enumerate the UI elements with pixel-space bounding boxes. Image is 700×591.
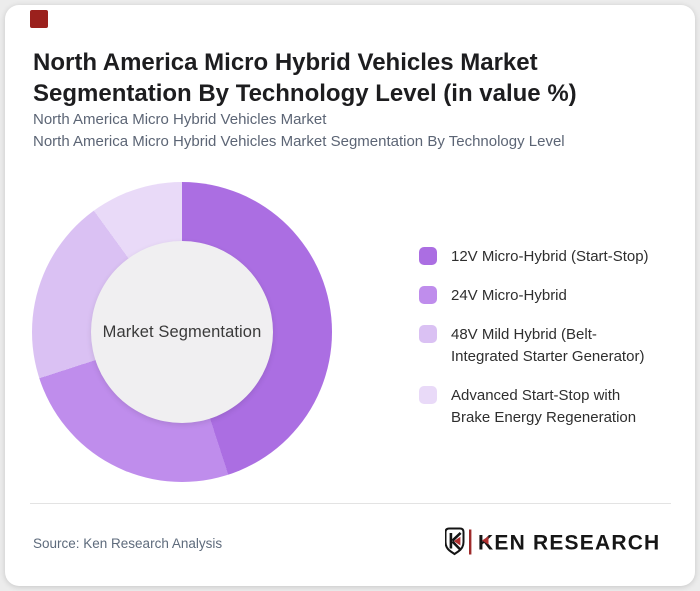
legend-label-advanced-start-stop: Advanced Start-Stop with Brake Energy Re…: [451, 387, 637, 426]
donut-center-label: Market Segmentation: [102, 322, 262, 341]
logo-wordmark-red-triangle: [482, 536, 489, 545]
legend-item-48v: 48V Mild Hybrid (Belt- Integrated Starte…: [419, 324, 649, 368]
subtitle-line-1: North America Micro Hybrid Vehicles Mark…: [33, 111, 327, 128]
logo-shield-red-triangle: [453, 536, 461, 546]
source-text: Source: Ken Research Analysis: [33, 536, 223, 551]
chart-legend: 12V Micro-Hybrid (Start-Stop) 24V Micro-…: [419, 246, 649, 429]
subtitle-line-2: North America Micro Hybrid Vehicles Mark…: [33, 132, 565, 150]
legend-label-48v: 48V Mild Hybrid (Belt- Integrated Starte…: [451, 326, 645, 365]
legend-swatch-48v: [419, 325, 437, 343]
logo-shield-icon: [445, 527, 465, 556]
logo-separator-bar: [469, 529, 472, 555]
page-title: North America Micro Hybrid Vehicles Mark…: [33, 49, 577, 108]
legend-swatch-advanced-start-stop: [419, 386, 437, 404]
footer-divider: [30, 503, 671, 504]
logo-wordmark: KEN RESEARCH: [478, 532, 660, 555]
subtitle-block: North America Micro Hybrid Vehicles Mark…: [33, 109, 653, 152]
donut-center: Market Segmentation: [91, 241, 273, 423]
legend-item-12v: 12V Micro-Hybrid (Start-Stop): [419, 246, 649, 268]
legend-swatch-24v: [419, 286, 437, 304]
legend-swatch-12v: [419, 247, 437, 265]
ken-research-logo: KEN RESEARCH: [445, 527, 660, 556]
legend-item-24v: 24V Micro-Hybrid: [419, 285, 649, 307]
legend-label-24v: 24V Micro-Hybrid: [451, 287, 567, 304]
legend-item-advanced-start-stop: Advanced Start-Stop with Brake Energy Re…: [419, 385, 649, 429]
donut-chart: Market Segmentation: [32, 182, 332, 482]
legend-label-12v: 12V Micro-Hybrid (Start-Stop): [451, 248, 649, 265]
brand-accent-square: [30, 10, 48, 28]
